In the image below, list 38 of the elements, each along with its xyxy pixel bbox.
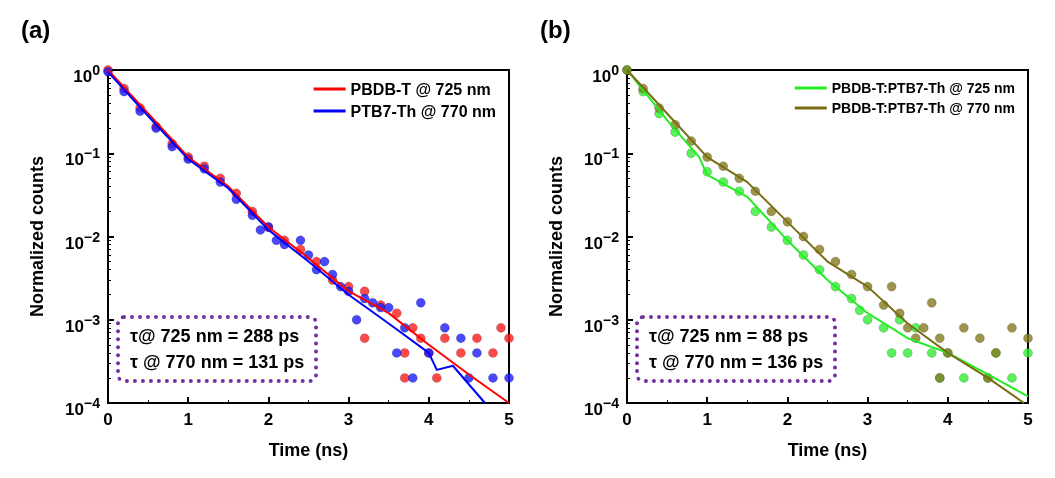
annotation: τ@ 725 nm = 288 ps [130, 324, 301, 348]
y-axis-title: Normalized counts [546, 155, 566, 318]
legend-label: PBDB-T:PTB7-Th @ 725 nm [831, 80, 1016, 96]
dotted-frame: τ@ 725 nm = 88 ps τ @ 770 nm = 136 ps [635, 314, 838, 383]
chart-title: (a) [21, 15, 51, 43]
x-tick-label: 5 [504, 410, 514, 429]
annotation: τ @ 770 nm = 136 ps [649, 350, 824, 374]
y-tick-label: 10$^{−3}$ [583, 310, 619, 338]
chart-title: (b) [540, 15, 571, 43]
x-tick-label: 1 [702, 410, 712, 429]
y-tick-label: 10$^{−1}$ [64, 144, 100, 171]
x-tick-label: 2 [263, 410, 274, 429]
y-tick-label: 10$^{−2}$ [583, 227, 619, 255]
y-axis-title: Normalized counts [27, 155, 47, 318]
x-tick-label: 0 [622, 410, 632, 429]
x-tick-label: 3 [343, 410, 354, 429]
annotation: τ@ 725 nm = 88 ps [649, 324, 810, 348]
y-tick-label: 10$^{−1}$ [583, 144, 619, 171]
x-axis-title: Time (ns) [268, 440, 349, 460]
legend-label: PTB7-Th @ 770 nm [350, 102, 496, 120]
x-tick-label: 5 [1023, 410, 1033, 429]
y-tick-label: 10$^{−3}$ [64, 310, 100, 338]
dotted-frame: τ@ 725 nm = 288 ps τ @ 770 nm = 131 ps [116, 314, 319, 383]
x-tick-label: 2 [782, 410, 793, 429]
y-tick-label: 10$^{−4}$ [583, 394, 619, 421]
legend-label: PBDB-T @ 725 nm [350, 80, 491, 98]
y-tick-label: 10$^{−2}$ [64, 227, 100, 255]
x-tick-label: 1 [183, 410, 193, 429]
x-tick-label: 3 [862, 410, 873, 429]
y-tick-label: 10$^{0}$ [592, 61, 619, 88]
x-tick-label: 4 [424, 410, 435, 429]
x-tick-label: 4 [943, 410, 954, 429]
annotation: τ @ 770 nm = 131 ps [130, 350, 305, 374]
y-tick-label: 10$^{−4}$ [64, 394, 100, 421]
y-tick-label: 10$^{0}$ [73, 61, 100, 88]
x-tick-label: 0 [103, 410, 113, 429]
legend-label: PBDB-T:PTB7-Th @ 770 nm [831, 100, 1016, 116]
x-axis-title: Time (ns) [787, 440, 868, 460]
